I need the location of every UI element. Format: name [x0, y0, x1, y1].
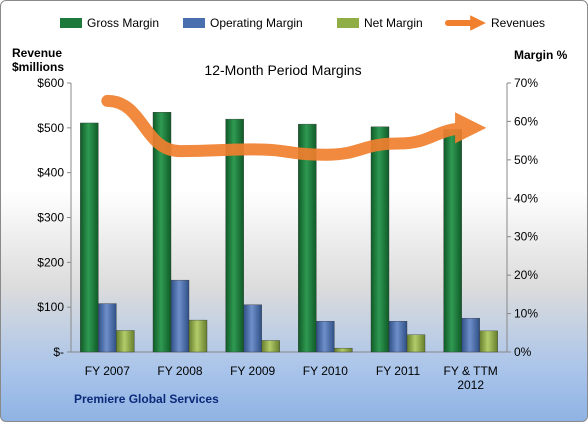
legend-item-revenues: Revenues: [445, 15, 545, 31]
category-label: FY 2007: [85, 364, 130, 378]
left-tick-label: $300: [37, 211, 64, 225]
bar-net-margin: [261, 340, 280, 353]
category-label: FY 2008: [157, 364, 202, 378]
bar-operating-margin: [243, 304, 262, 353]
left-tick-label: $-: [53, 345, 64, 359]
left-axis-title-line2: $millions: [12, 60, 64, 74]
right-tick-label: 0%: [514, 345, 532, 359]
legend-label-net: Net Margin: [364, 16, 423, 30]
category-label: FY 2011: [376, 364, 421, 378]
right-tick-label: 40%: [514, 191, 538, 205]
left-tick-labels: $- $100 $200 $300 $400 $500 $600: [37, 76, 71, 359]
category-label: 2012: [457, 378, 484, 392]
right-tick-label: 70%: [514, 76, 538, 90]
bar-gross-margin: [298, 123, 317, 353]
legend-swatch-gross: [60, 18, 82, 28]
bar-gross-margin: [152, 112, 172, 353]
category-label: FY 2009: [230, 364, 275, 378]
legend-swatch-operating: [183, 18, 205, 28]
category-label: FY 2010: [303, 364, 348, 378]
bars-layer: [80, 112, 498, 353]
bar-gross-margin: [443, 129, 462, 353]
bar-operating-margin: [461, 317, 480, 353]
right-tick-label: 50%: [514, 153, 538, 167]
legend: Gross Margin Operating Margin Net Margin…: [60, 15, 545, 31]
revenue-line: [101, 94, 487, 161]
bar-gross-margin: [80, 122, 99, 353]
right-tick-labels: 0% 10% 20% 30% 40% 50% 60% 70%: [507, 76, 538, 359]
bar-operating-margin: [316, 321, 335, 353]
right-tick-label: 60%: [514, 114, 538, 128]
legend-swatch-net: [337, 18, 359, 28]
left-tick-label: $600: [37, 76, 64, 90]
left-tick-label: $500: [37, 121, 64, 135]
footer-company: Premiere Global Services: [74, 392, 219, 406]
bar-operating-margin: [98, 303, 117, 353]
bar-net-margin: [406, 334, 426, 353]
right-tick-label: 30%: [514, 230, 538, 244]
legend-item-gross-margin: Gross Margin: [60, 16, 159, 30]
left-axis-title-line1: Revenue: [12, 46, 62, 60]
bar-operating-margin: [170, 279, 190, 353]
right-tick-label: 10%: [514, 307, 538, 321]
category-label: FY & TTM: [444, 364, 498, 378]
left-tick-label: $100: [37, 300, 64, 314]
right-axis-title: Margin %: [514, 48, 568, 62]
bar-gross-margin: [370, 126, 390, 353]
bar-net-margin: [116, 330, 135, 353]
category-labels: FY 2007 FY 2008 FY 2009 FY 2010 FY 2011 FY & …: [85, 364, 498, 392]
legend-item-net-margin: Net Margin: [337, 16, 423, 30]
right-tick-label: 20%: [514, 268, 538, 282]
bar-operating-margin: [388, 321, 408, 353]
left-tick-label: $400: [37, 166, 64, 180]
bar-net-margin: [334, 347, 353, 353]
left-tick-label: $200: [37, 255, 64, 269]
chart-title: 12-Month Period Margins: [204, 62, 361, 78]
revenue-line-layer: [101, 94, 487, 161]
bar-net-margin: [188, 319, 208, 353]
legend-label-revenues: Revenues: [491, 16, 545, 30]
legend-label-gross: Gross Margin: [87, 16, 159, 30]
legend-item-operating-margin: Operating Margin: [183, 16, 303, 30]
bar-net-margin: [479, 330, 498, 353]
legend-label-operating: Operating Margin: [210, 16, 303, 30]
bar-gross-margin: [225, 118, 244, 353]
